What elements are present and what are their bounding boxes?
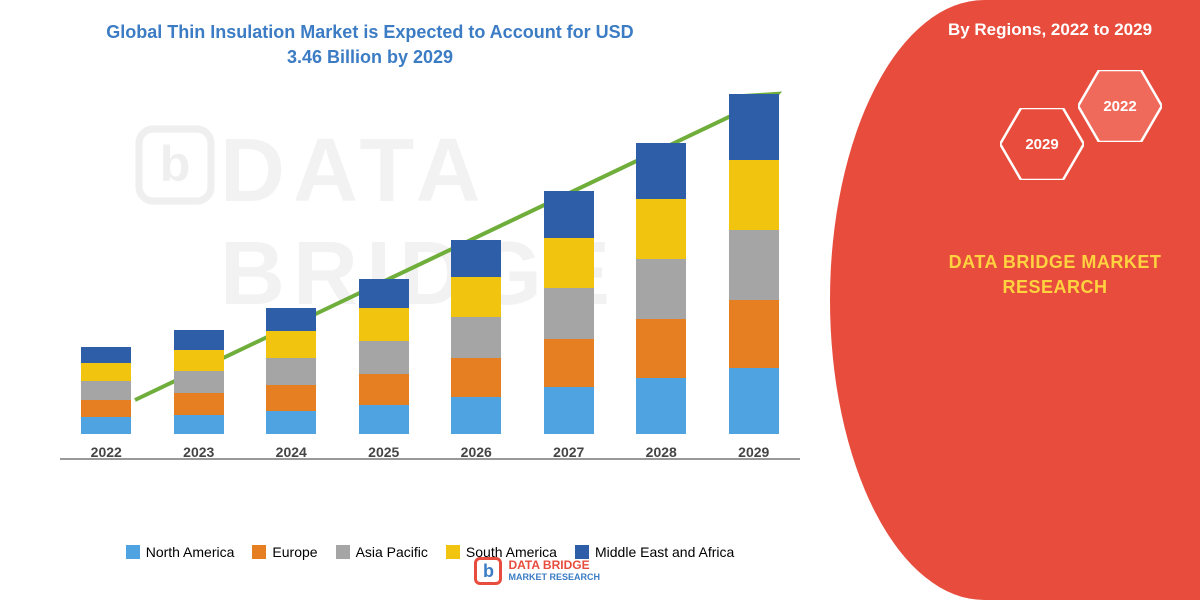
left-panel: Global Thin Insulation Market is Expecte… bbox=[0, 0, 830, 600]
bar bbox=[81, 347, 131, 434]
bar-segment bbox=[636, 319, 686, 377]
bar bbox=[174, 330, 224, 434]
legend-label: Asia Pacific bbox=[356, 544, 428, 560]
bar-segment bbox=[729, 368, 779, 434]
bar-segment bbox=[451, 397, 501, 434]
right-panel: By Regions, 2022 to 2029 2029 2022 DATA … bbox=[830, 0, 1200, 600]
bar-segment bbox=[174, 415, 224, 434]
legend-label: Europe bbox=[272, 544, 317, 560]
hex-badges: 2029 2022 bbox=[1000, 70, 1170, 200]
bar-group: 2029 bbox=[729, 94, 779, 460]
bar-group: 2025 bbox=[359, 279, 409, 460]
bar-group: 2023 bbox=[174, 330, 224, 460]
bar-segment bbox=[359, 374, 409, 405]
bar-segment bbox=[544, 387, 594, 434]
bar-segment bbox=[174, 350, 224, 371]
legend-swatch bbox=[336, 545, 350, 559]
bar-group: 2024 bbox=[266, 308, 316, 460]
bar-segment bbox=[266, 385, 316, 410]
legend: North AmericaEuropeAsia PacificSouth Ame… bbox=[60, 544, 800, 560]
footer-logo: b DATA BRIDGE MARKET RESEARCH bbox=[474, 557, 600, 585]
bar-segment bbox=[544, 238, 594, 289]
bar-segment bbox=[636, 378, 686, 434]
bar-segment bbox=[729, 300, 779, 368]
hex-year-start-label: 2022 bbox=[1103, 98, 1136, 115]
hex-year-end: 2029 bbox=[1000, 108, 1084, 180]
bar-segment bbox=[359, 279, 409, 308]
bar-group: 2022 bbox=[81, 347, 131, 460]
footer-brand-name: DATA BRIDGE bbox=[508, 559, 600, 572]
bar-segment bbox=[636, 199, 686, 259]
bar-segment bbox=[81, 381, 131, 400]
bar bbox=[729, 94, 779, 434]
bar-segment bbox=[81, 417, 131, 434]
legend-item: North America bbox=[126, 544, 235, 560]
legend-label: Middle East and Africa bbox=[595, 544, 734, 560]
bar-segment bbox=[174, 371, 224, 393]
bar-segment bbox=[266, 358, 316, 385]
bar-segment bbox=[544, 191, 594, 238]
footer-logo-icon: b bbox=[474, 557, 502, 585]
bar-group: 2027 bbox=[544, 191, 594, 460]
bar-segment bbox=[729, 94, 779, 160]
bar-segment bbox=[266, 308, 316, 331]
bar-segment bbox=[636, 143, 686, 199]
footer-brand-sub: MARKET RESEARCH bbox=[508, 573, 600, 583]
bar-segment bbox=[451, 240, 501, 277]
legend-item: Asia Pacific bbox=[336, 544, 428, 560]
legend-swatch bbox=[446, 545, 460, 559]
bar bbox=[451, 240, 501, 434]
bar-segment bbox=[359, 341, 409, 374]
bar-segment bbox=[174, 330, 224, 349]
bar bbox=[266, 308, 316, 434]
bar-segment bbox=[266, 411, 316, 434]
bar-segment bbox=[451, 358, 501, 397]
bar-segment bbox=[544, 288, 594, 339]
bar-segment bbox=[636, 259, 686, 319]
chart-title: Global Thin Insulation Market is Expecte… bbox=[100, 20, 640, 70]
x-axis bbox=[60, 458, 800, 460]
right-title: By Regions, 2022 to 2029 bbox=[910, 20, 1190, 40]
bar-segment bbox=[81, 400, 131, 417]
bar bbox=[359, 279, 409, 434]
bar-segment bbox=[729, 230, 779, 300]
bar-segment bbox=[359, 405, 409, 434]
chart-area: 2022 2023 2024 2025 2026 2027 2028 2029 bbox=[60, 90, 800, 490]
bar-segment bbox=[544, 339, 594, 388]
bar bbox=[544, 191, 594, 434]
bar-segment bbox=[266, 331, 316, 358]
brand-label: DATA BRIDGE MARKET RESEARCH bbox=[930, 250, 1180, 300]
legend-swatch bbox=[126, 545, 140, 559]
bar-segment bbox=[174, 393, 224, 414]
bar-group: 2026 bbox=[451, 240, 501, 460]
bar-segment bbox=[81, 347, 131, 364]
bar-group: 2028 bbox=[636, 143, 686, 460]
hex-year-end-label: 2029 bbox=[1025, 136, 1058, 153]
bar-segment bbox=[451, 317, 501, 358]
bar-segment bbox=[729, 160, 779, 230]
legend-swatch bbox=[252, 545, 266, 559]
bar-segment bbox=[81, 363, 131, 380]
legend-label: North America bbox=[146, 544, 235, 560]
legend-item: Europe bbox=[252, 544, 317, 560]
bar bbox=[636, 143, 686, 434]
hex-year-start: 2022 bbox=[1078, 70, 1162, 142]
bar-segment bbox=[359, 308, 409, 341]
bars-container: 20222023202420252026202720282029 bbox=[60, 120, 800, 460]
bar-segment bbox=[451, 277, 501, 318]
